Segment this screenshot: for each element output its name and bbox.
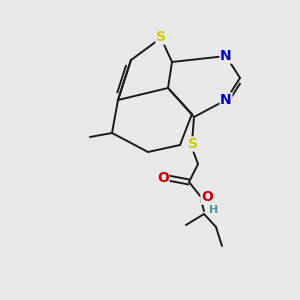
Text: N: N: [220, 93, 232, 107]
Text: O: O: [157, 171, 169, 185]
Text: H: H: [209, 205, 219, 215]
Text: S: S: [156, 30, 166, 44]
Text: S: S: [188, 137, 198, 151]
Text: O: O: [201, 190, 213, 204]
Text: N: N: [220, 49, 232, 63]
